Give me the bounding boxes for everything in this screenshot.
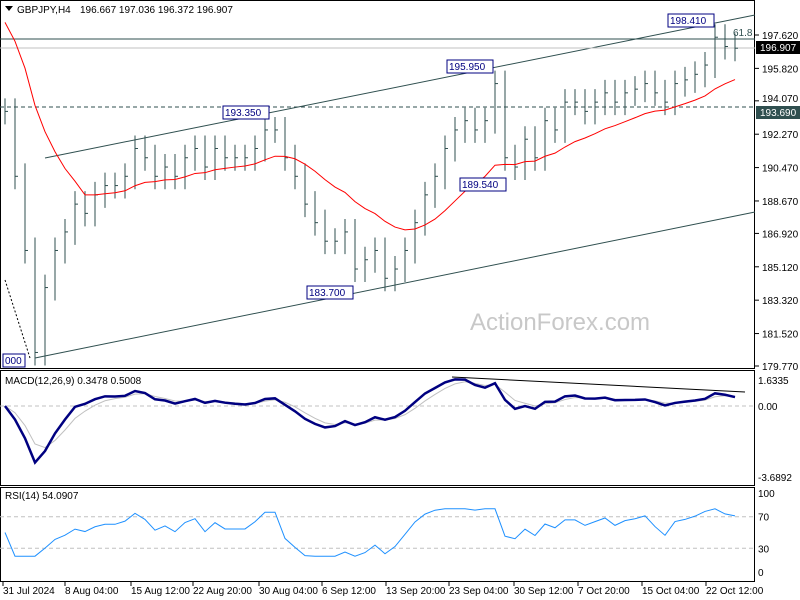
time-tick-label: 13 Sep 20:00: [386, 586, 446, 597]
price-tick-label: 183.320: [762, 296, 799, 307]
time-tick-label: 31 Jul 2024: [3, 586, 55, 597]
rsi-line: [4, 508, 736, 557]
rsi-tick-label: 70: [758, 513, 770, 524]
price-tick-label: 188.670: [762, 197, 799, 208]
moving-average-line: [4, 22, 736, 231]
price-tick-label: 179.770: [762, 362, 799, 373]
rsi-title: RSI(14) 54.0907: [5, 491, 79, 502]
annotation-box: [667, 13, 715, 28]
hline-badge: [756, 106, 800, 119]
macd-title: MACD(12,26,9) 0.3478 0.5008: [5, 376, 142, 387]
watermark: ActionForex.com: [470, 309, 650, 336]
rsi-tick-label: 30: [758, 544, 770, 555]
annotation-box: [306, 285, 354, 300]
price-tick-label: 181.520: [762, 330, 799, 341]
price-tick-label: 186.920: [762, 229, 799, 240]
macd-signal-line: [4, 381, 736, 449]
annotation-label: 195.950: [449, 62, 486, 73]
upper-channel-line: [44, 14, 756, 159]
time-tick-label: 7 Oct 20:00: [578, 586, 630, 597]
rsi-tick-label: 100: [758, 489, 775, 500]
time-tick-label: 22 Oct 12:00: [706, 586, 764, 597]
time-tick-label: 30 Aug 04:00: [259, 586, 318, 597]
fib-label: 61.8: [733, 28, 753, 39]
annotation-box: [459, 177, 507, 192]
panel-frames: [0, 0, 755, 582]
current-price-label: 196.907: [760, 43, 797, 54]
time-tick-label: 15 Oct 04:00: [642, 586, 700, 597]
time-tick-label: 8 Aug 04:00: [65, 586, 119, 597]
time-tick-label: 15 Aug 12:00: [131, 586, 190, 597]
price-tick-label: 194.070: [762, 94, 799, 105]
macd-tick-label: 0.00: [758, 402, 778, 413]
hline-price-label: 193.690: [760, 108, 797, 119]
price-tick-label: 190.470: [762, 164, 799, 175]
ohlc-label: 196.667 197.036 196.372 196.907: [80, 5, 233, 16]
price-tick-label: 195.820: [762, 64, 799, 75]
current-price-badge: [756, 41, 800, 54]
time-tick-label: 6 Sep 12:00: [322, 586, 376, 597]
time-tick-label: 30 Sep 12:00: [514, 586, 574, 597]
time-tick-label: 22 Aug 20:00: [193, 586, 252, 597]
dotted-line: [4, 279, 31, 359]
macd-tick-label: -3.6892: [758, 473, 792, 484]
price-tick-label: 197.620: [762, 31, 799, 42]
annotation-label: 189.540: [462, 180, 499, 191]
annotation-label: 193.350: [225, 108, 262, 119]
collapse-triangle-icon[interactable]: [5, 6, 13, 11]
annotation-box: [2, 353, 26, 368]
macd-tick-label: 1.6335: [758, 376, 789, 387]
macd-trendline: [451, 376, 746, 393]
annotation-box: [222, 105, 270, 120]
macd-line: [3, 378, 736, 465]
time-tick-label: 23 Sep 04:00: [449, 586, 509, 597]
symbol-label: GBPJPY,H4: [17, 5, 71, 16]
annotation-label: 183.700: [309, 288, 346, 299]
price-tick-label: 185.120: [762, 263, 799, 274]
rsi-tick-label: 0: [758, 568, 764, 579]
annotation-label: 198.410: [670, 16, 707, 27]
price-tick-label: 192.270: [762, 130, 799, 141]
annotation-label: 000: [5, 356, 22, 367]
annotation-box: [446, 59, 494, 74]
